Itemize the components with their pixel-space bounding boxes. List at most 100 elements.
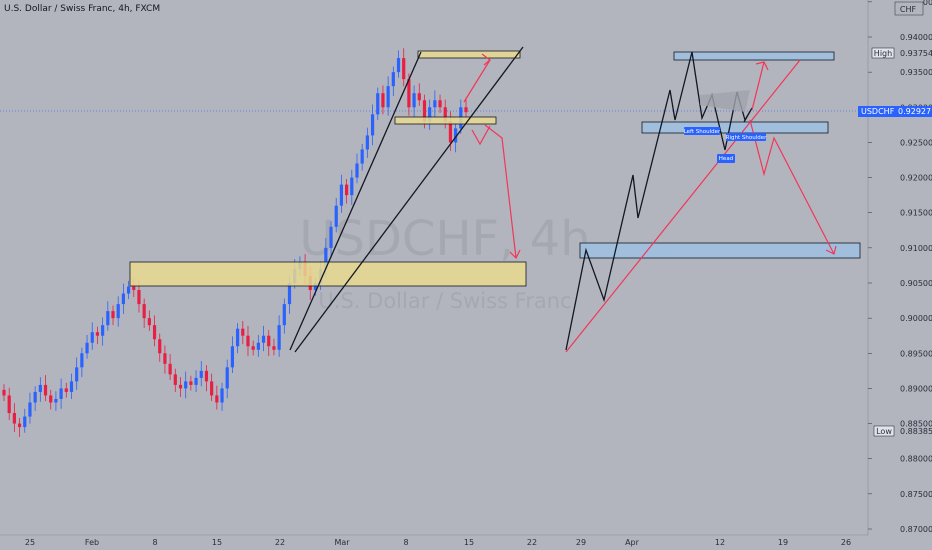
candle-body [277,325,281,350]
y-tick-label: 0.87000 [900,525,932,534]
candle-body [28,402,32,417]
y-axis: 0.945000.940000.935000.930000.925000.920… [867,0,932,550]
candle-body [381,93,385,108]
candle-body [33,391,37,403]
candle-body [350,177,354,196]
y-tick-label: 0.89000 [900,384,932,393]
x-tick-label: 8 [403,538,408,547]
candle-body [443,107,447,122]
candle-body [121,293,125,305]
y-tick-label: 0.91000 [900,244,932,253]
candle-body [412,93,416,108]
chart-title: U.S. Dollar / Swiss Franc, 4h, FXCM [4,4,161,14]
neck-zone-yellow [394,116,497,125]
x-tick-label: 15 [464,538,474,547]
candle-body [329,226,333,248]
y-tick-label: 0.92000 [900,174,932,183]
x-tick-label: 8 [152,538,157,547]
candle-body [225,367,229,389]
pattern-labels: Left Shoulder Right Shoulder Head [684,127,767,163]
x-tick-label: Feb [85,538,99,547]
candle-body [184,381,188,389]
candle-body [272,346,276,350]
x-tick-label: 22 [527,538,537,547]
currency-label: CHF [900,5,917,14]
pattern-projection [565,59,837,353]
y-tick-label: 0.93500 [900,68,932,77]
candle-body [80,353,84,368]
top-zone-yellow [417,50,521,59]
candle-body [422,100,427,122]
candle-body [126,286,131,294]
candle-body [339,184,344,206]
candle-body [215,395,219,403]
candle-body [345,184,349,196]
candle-body [241,328,245,336]
candle-body [230,346,235,368]
candle-body [220,388,224,403]
candle-body [204,370,209,382]
candle-body [178,384,183,389]
y-tick-label: 0.91500 [900,209,932,218]
y-tick-label: 0.94000 [900,33,932,42]
top-zone-blue [673,51,835,61]
candle-body [38,384,42,392]
candle-body [386,86,390,108]
candle-body [69,381,74,392]
candle-body [365,135,369,150]
high-label: High [874,49,892,58]
candle-body [256,342,260,350]
candle-body [396,58,401,73]
y-tick-label: 0.88500 [900,420,932,429]
candle-body [90,332,94,343]
high-value: 0.93754 [900,49,932,58]
candle-body [370,114,375,136]
x-tick-label: 19 [778,538,788,547]
candle-body [49,395,53,403]
candle-body [391,72,395,87]
candle-body [147,318,151,326]
x-tick-label: Mar [334,538,350,547]
candle-body [23,416,27,428]
candle-body [287,283,292,305]
candle-body [267,335,271,347]
label-right-shoulder: Right Shoulder [726,135,767,141]
candle-body [116,304,120,319]
y-tick-label: 0.90500 [900,279,932,288]
demand-zone [129,261,527,287]
candle-body [137,290,141,305]
candle-body [142,304,146,319]
x-tick-label: Apr [625,538,640,547]
candle-body [163,353,167,364]
candle-body [313,283,318,291]
candle-body [235,328,240,347]
candle-body [64,388,68,392]
candle-body [152,325,157,340]
candle-body [417,93,421,101]
candle-body [246,335,250,347]
candle-body [407,79,411,108]
candle-body [448,121,453,143]
candle-body [7,395,11,414]
candle-body [43,384,48,396]
price-labels: High 0.93754 USDCHF 0.92927 Low 0.88385 [858,47,932,437]
candle-body [402,58,406,80]
left-projection [463,53,521,260]
candle-body [199,370,203,378]
x-tick-label: 22 [275,538,285,547]
x-tick-label: 12 [715,538,725,547]
watermark-description: U.S. Dollar / Swiss Franc [318,289,571,313]
watermark-symbol: USDCHF, 4h [299,211,590,267]
candle-body [355,163,359,178]
candle-body [251,346,255,350]
y-tick-label: 0.92500 [900,138,932,147]
y-tick-label: 0.89500 [900,349,932,358]
current-value: 0.92927 [898,107,931,116]
x-tick-label: 25 [25,538,35,547]
target-zone-blue [579,242,861,259]
pattern-zigzag [565,51,753,351]
candle-body [464,107,468,113]
x-tick-label: 29 [576,538,586,547]
candle-body [95,332,100,336]
